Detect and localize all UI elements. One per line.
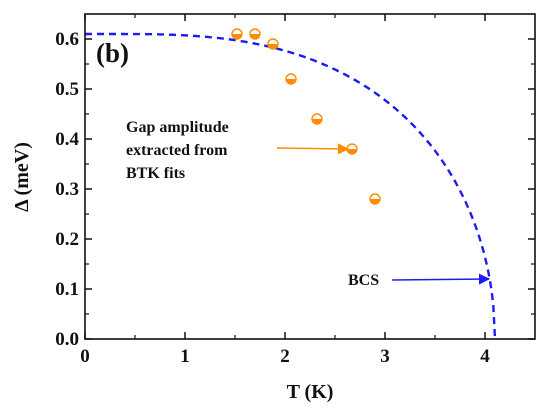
data-point xyxy=(267,38,279,50)
annotation-btk-arrow xyxy=(276,143,350,155)
annotation-btk: Gap amplitude extracted from BTK fits xyxy=(126,119,350,182)
x-tick-label: 2 xyxy=(280,346,290,367)
y-tick-label: 0.0 xyxy=(55,329,79,350)
annotation-btk-line-3: BTK fits xyxy=(126,165,185,182)
plot-frame xyxy=(84,13,536,340)
annotation-bcs-arrow xyxy=(391,273,491,285)
bcs-curve xyxy=(85,32,497,340)
data-point xyxy=(285,73,297,85)
y-tick-label: 0.3 xyxy=(55,179,79,200)
y-tick-label: 0.4 xyxy=(55,129,79,150)
x-tick-label: 3 xyxy=(380,346,390,367)
x-tick-label: 0 xyxy=(80,346,90,367)
annotation-btk-line-1: Gap amplitude xyxy=(126,119,229,136)
axis-tick-labels: 0 1 2 3 4 0.0 0.1 0.2 0.3 0.4 0.5 0.6 xyxy=(55,29,490,367)
data-point xyxy=(311,113,323,125)
y-tick-label: 0.5 xyxy=(55,79,79,100)
annotation-btk-line-2: extracted from xyxy=(126,142,228,159)
data-point xyxy=(346,143,358,155)
x-tick-label: 4 xyxy=(480,346,490,367)
y-tick-label: 0.2 xyxy=(55,229,79,250)
y-axis-label: Δ (meV) xyxy=(11,142,33,212)
data-points xyxy=(231,28,381,205)
y-tick-label: 0.6 xyxy=(55,29,79,50)
y-tick-label: 0.1 xyxy=(55,279,79,300)
data-point xyxy=(249,28,261,40)
annotation-bcs-label: BCS xyxy=(348,272,379,289)
data-point xyxy=(231,28,243,40)
x-tick-label: 1 xyxy=(180,346,190,367)
panel-label: (b) xyxy=(96,38,129,68)
annotation-bcs: BCS xyxy=(348,272,491,289)
x-axis-label: T (K) xyxy=(287,381,334,403)
data-point xyxy=(369,193,381,205)
